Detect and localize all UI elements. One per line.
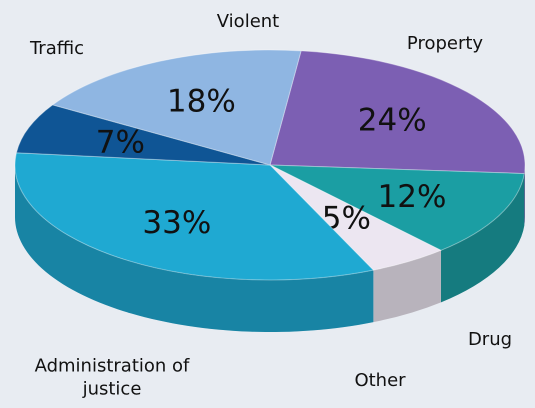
slice-side-shade <box>440 173 525 303</box>
category-label: Traffic <box>29 37 85 59</box>
slice-side-shade <box>15 165 374 333</box>
value-label: 33% <box>142 205 211 241</box>
category-label: Other <box>354 369 406 391</box>
slice <box>269 164 443 271</box>
slice <box>269 50 526 175</box>
slice-side <box>15 165 374 333</box>
slice-side <box>373 250 441 323</box>
category-label: Property <box>406 32 484 54</box>
value-label: 18% <box>167 83 236 119</box>
slice <box>51 49 302 166</box>
slice-side-shade <box>373 250 441 323</box>
slice-side-shade <box>524 165 525 226</box>
slice <box>14 152 375 281</box>
value-label: 7% <box>96 125 145 161</box>
slice <box>15 104 271 166</box>
slice-side <box>524 165 525 226</box>
slice <box>269 164 525 251</box>
category-label: Administration of justice <box>34 355 190 400</box>
value-label: 12% <box>378 179 447 215</box>
category-label: Violent <box>216 10 280 32</box>
slice-side <box>440 173 525 303</box>
value-label: 24% <box>358 102 427 138</box>
category-label: Drug <box>467 328 513 350</box>
